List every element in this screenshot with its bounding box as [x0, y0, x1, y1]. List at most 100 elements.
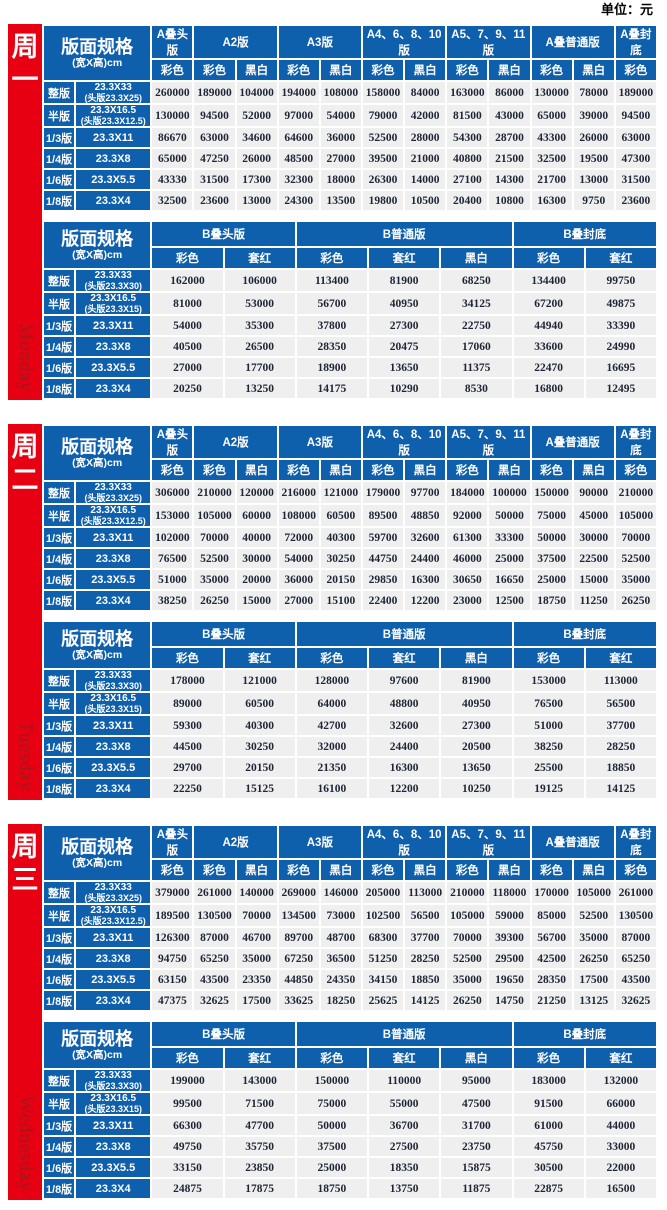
size-spec-cell: 23.3X4 [76, 379, 151, 398]
edition-group-header: A4、6、8、10版 [362, 426, 446, 458]
price-cell: 14000 [405, 170, 446, 189]
price-row: 1/3版 23.3X11 86670 63000 34600 64600 36000 5250… [44, 128, 656, 147]
price-cell: 11250 [573, 591, 614, 610]
price-row: 1/4版 23.3X8 65000 47250 26000 48500 27000 39500… [44, 149, 656, 168]
price-cell: 17700 [224, 358, 295, 377]
color-type-header: 彩色 [362, 460, 404, 480]
color-type-header: 黑白 [320, 60, 361, 80]
price-cell: 105000 [615, 505, 656, 526]
price-cell: 50000 [489, 505, 530, 526]
price-cell: 130000 [531, 82, 572, 103]
price-cell: 32600 [405, 528, 446, 547]
price-cell: 21350 [296, 758, 368, 777]
color-type-header: 黑白 [236, 860, 277, 880]
size-label-cell: 1/3版 [44, 128, 75, 147]
price-cell: 51000 [152, 570, 193, 589]
price-cell: 14175 [296, 379, 368, 398]
price-cell: 59700 [362, 528, 404, 547]
size-label-cell: 整版 [44, 82, 75, 103]
price-cell: 65000 [152, 149, 193, 168]
size-label-cell: 1/3版 [44, 316, 75, 335]
price-cell: 28350 [296, 337, 368, 356]
price-cell: 30000 [236, 549, 277, 568]
color-header-row: 彩色 彩色 黑白 彩色 黑白 彩色 黑白 彩色 黑白 彩色 黑白 彩色 [44, 460, 656, 480]
color-type-header: 彩色 [152, 1048, 223, 1068]
size-label-cell: 半版 [44, 905, 75, 926]
price-cell: 22500 [573, 549, 614, 568]
price-cell: 67200 [513, 293, 584, 314]
price-cell: 163000 [447, 82, 488, 103]
price-cell: 13500 [320, 191, 361, 210]
size-spec-note: (头版23.3X12.5) [80, 916, 146, 926]
price-cell: 18900 [296, 358, 368, 377]
price-cell: 261000 [194, 882, 235, 903]
price-cell: 16695 [585, 358, 656, 377]
edition-group-header: A叠头版 [152, 426, 193, 458]
color-type-header: 彩色 [194, 860, 235, 880]
price-row: 1/4版 23.3X8 44500 30250 32000 24400 20500 38250… [44, 737, 656, 756]
price-cell: 36500 [320, 949, 361, 968]
color-type-header: 黑白 [236, 60, 277, 80]
color-header-row: 彩色 套红 彩色 套红 黑白 彩色 套红 [44, 248, 656, 268]
price-cell: 99500 [152, 1093, 223, 1114]
unit-label: 单位：元 [600, 2, 653, 17]
B-section-price-table: 版面规格 (宽X高)cm B叠头版 B普通版 B叠封底 彩色 套红 彩色 套红 黑白 彩色 套红 整版 2… [42, 1020, 658, 1200]
size-label-cell: 1/3版 [44, 928, 75, 947]
price-cell: 36000 [278, 570, 319, 589]
price-cell: 70000 [194, 528, 235, 547]
color-type-header: 彩色 [615, 860, 656, 880]
price-cell: 33150 [152, 1158, 223, 1177]
price-cell: 105000 [447, 905, 488, 926]
price-cell: 26250 [194, 591, 235, 610]
price-cell: 89500 [362, 505, 404, 526]
price-cell: 87000 [194, 928, 235, 947]
price-cell: 13000 [236, 191, 277, 210]
size-spec-cell: 23.3X11 [76, 528, 151, 547]
price-cell: 183000 [513, 1070, 584, 1091]
size-spec-cell: 23.3X4 [76, 779, 151, 798]
color-type-header: 黑白 [441, 1048, 512, 1068]
price-cell: 269000 [278, 882, 319, 903]
size-spec-cell: 23.3X33 (头版23.3X25) [76, 882, 151, 903]
price-cell: 33000 [585, 1137, 656, 1156]
edition-group-header: A4、6、8、10版 [362, 26, 446, 58]
color-header-row: 彩色 套红 彩色 套红 黑白 彩色 套红 [44, 648, 656, 668]
price-cell: 35000 [615, 570, 656, 589]
price-cell: 178000 [152, 670, 223, 691]
color-type-header: 彩色 [447, 860, 488, 880]
size-spec-cell: 23.3X11 [76, 1116, 151, 1135]
price-cell: 26000 [236, 149, 277, 168]
size-spec-cell: 23.3X4 [76, 991, 151, 1010]
size-spec-cell: 23.3X11 [76, 128, 151, 147]
color-type-header: 彩色 [513, 248, 584, 268]
price-cell: 47700 [224, 1116, 295, 1135]
color-type-header: 黑白 [405, 460, 446, 480]
price-cell: 26250 [447, 991, 488, 1010]
price-cell: 32500 [152, 191, 193, 210]
size-spec-note: (头版23.3X25) [84, 93, 142, 103]
edition-group-header: A叠普通版 [531, 826, 614, 858]
price-row: 整版 23.3X33 (头版23.3X30) 162000 106000 113400 81… [44, 270, 656, 291]
price-cell: 37700 [585, 716, 656, 735]
size-spec-cell: 23.3X8 [76, 949, 151, 968]
price-cell: 66300 [152, 1116, 223, 1135]
price-cell: 17060 [441, 337, 512, 356]
size-label-cell: 1/6版 [44, 570, 75, 589]
price-cell: 28250 [405, 949, 446, 968]
edition-group-header: B叠封底 [513, 222, 656, 246]
price-cell: 30000 [573, 528, 614, 547]
size-spec-main: 23.3X33 [94, 670, 132, 681]
price-cell: 22250 [152, 779, 223, 798]
edition-group-header: B普通版 [296, 1022, 512, 1046]
color-type-header: 黑白 [441, 648, 512, 668]
color-type-header: 黑白 [573, 860, 614, 880]
price-cell: 35000 [194, 570, 235, 589]
price-row: 半版 23.3X16.5 (头版23.3X12.5) 153000 105000 6000… [44, 505, 656, 526]
spec-header-cell: 版面规格 (宽X高)cm [44, 26, 151, 80]
price-cell: 10500 [405, 191, 446, 210]
price-cell: 34125 [441, 293, 512, 314]
price-cell: 43330 [152, 170, 193, 189]
size-spec-cell: 23.3X4 [76, 591, 151, 610]
price-cell: 44940 [513, 316, 584, 335]
weekday-name-english: Wednesday [15, 1095, 36, 1192]
